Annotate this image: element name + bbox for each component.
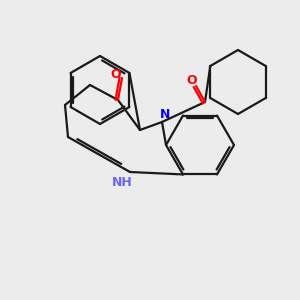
Text: NH: NH <box>112 176 132 188</box>
Text: N: N <box>160 107 170 121</box>
Text: O: O <box>187 74 197 88</box>
Text: O: O <box>111 68 121 80</box>
